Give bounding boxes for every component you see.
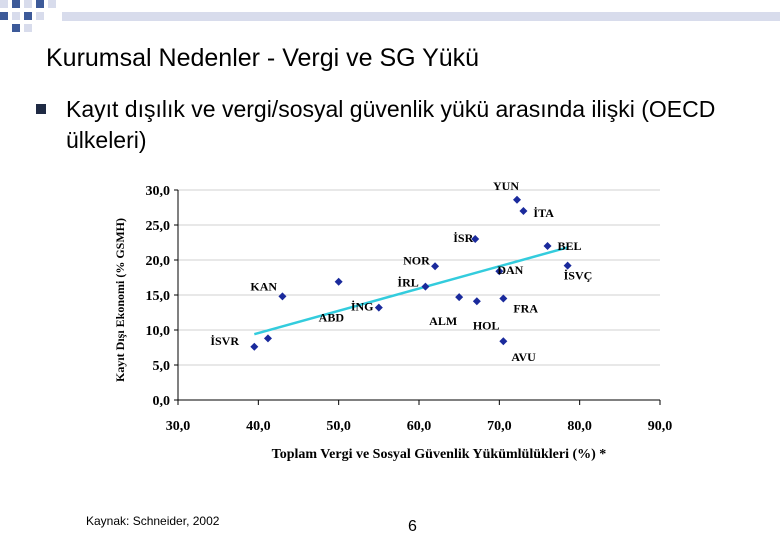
data-point (563, 261, 572, 270)
deco-square (24, 24, 32, 32)
header-decoration (0, 0, 780, 32)
deco-square (36, 0, 44, 8)
bullet-text: Kayıt dışılık ve vergi/sosyal güvenlik y… (66, 96, 716, 153)
x-axis-label: Toplam Vergi ve Sosyal Güvenlik Yükümlül… (272, 447, 607, 462)
scatter-chart: 0,0 5,0 10,0 15,0 20,0 25,0 30,0 30,0 40,0 50,0 60… (113, 179, 673, 462)
deco-square (12, 12, 20, 20)
data-point (431, 262, 440, 271)
x-tick-label: 90,0 (648, 419, 673, 434)
x-tick-label: 60,0 (407, 419, 432, 434)
data-point (455, 293, 464, 302)
data-point (334, 277, 343, 286)
data-point-label: DAN (497, 263, 523, 277)
data-point-label: İSVÇ (564, 269, 593, 283)
y-tick-label: 30,0 (146, 184, 171, 199)
data-point (278, 292, 287, 301)
source-note: Kaynak: Schneider, 2002 (86, 514, 220, 528)
slide-title: Kurumsal Nedenler - Vergi ve SG Yükü (46, 44, 480, 72)
x-tick-label: 80,0 (567, 419, 592, 434)
deco-bar (62, 12, 780, 21)
data-point (499, 337, 508, 346)
trendline (253, 246, 568, 336)
data-point (543, 242, 552, 250)
data-point-label: İTA (533, 206, 554, 220)
y-tick-label: 0,0 (153, 394, 171, 409)
y-tick-label: 5,0 (153, 359, 171, 374)
page-number: 6 (408, 518, 417, 535)
data-point-label: İSVR (210, 334, 239, 348)
y-tick-label: 25,0 (146, 219, 171, 234)
data-point (519, 207, 528, 215)
deco-square (24, 12, 32, 20)
deco-square (0, 12, 8, 20)
x-tick-label: 70,0 (487, 419, 512, 434)
data-point-label: BEL (558, 239, 582, 253)
bullet-square-icon (36, 104, 46, 114)
data-point (495, 267, 504, 276)
data-point (471, 235, 480, 243)
data-point-label: NOR (403, 253, 430, 267)
deco-square (36, 12, 44, 20)
data-point-label: İNG (351, 300, 374, 314)
data-point (250, 342, 259, 351)
data-point (263, 334, 272, 343)
data-point (421, 282, 430, 291)
y-axis-label: Kayıt Dışı Ekonomi (% GSMH) (113, 218, 127, 382)
data-point-label: İRL (397, 276, 418, 290)
data-point-label: ABD (319, 311, 345, 325)
deco-square (48, 0, 56, 8)
x-tick-label: 30,0 (166, 419, 191, 434)
y-tick-label: 15,0 (146, 289, 171, 304)
deco-square (12, 24, 20, 32)
deco-square (0, 0, 8, 8)
y-tick-label: 10,0 (146, 324, 171, 339)
data-point-label: AVU (511, 350, 536, 364)
data-point-label: FRA (513, 302, 538, 316)
deco-square (12, 0, 20, 8)
x-tick-label: 40,0 (246, 419, 270, 434)
x-tick-label: 50,0 (326, 419, 351, 434)
data-point-label: ALM (429, 314, 457, 328)
y-tick-label: 20,0 (146, 254, 171, 269)
deco-square (24, 0, 32, 8)
data-point (499, 294, 508, 303)
data-point-label: İSR (453, 231, 473, 245)
data-point-label: KAN (250, 279, 277, 293)
data-point-label: HOL (473, 318, 500, 332)
data-point-label: YUN (493, 179, 519, 193)
data-point (374, 303, 383, 312)
data-point (513, 195, 522, 204)
data-point (472, 297, 481, 306)
